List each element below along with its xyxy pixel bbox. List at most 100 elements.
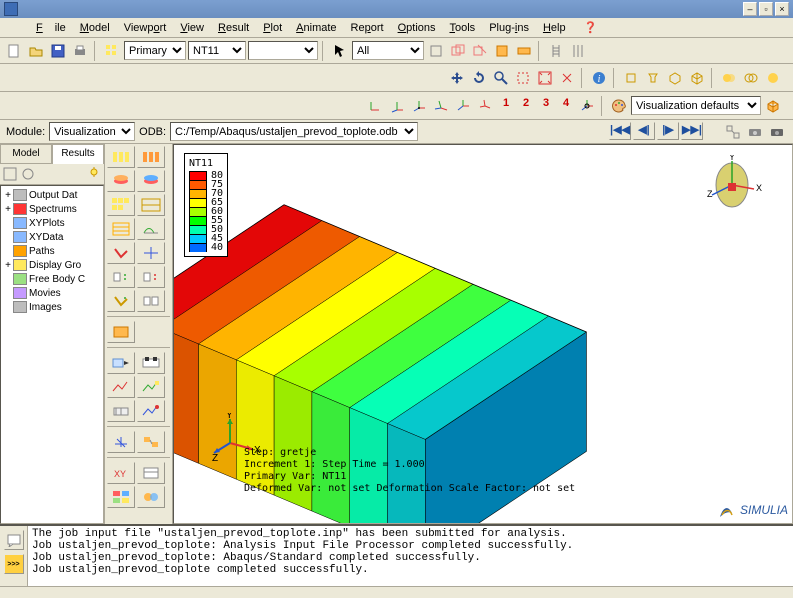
tb-i2[interactable] bbox=[137, 352, 165, 374]
console-text[interactable]: The job input file "ustaljen_prevod_topl… bbox=[28, 526, 793, 586]
menu-file[interactable]: File bbox=[30, 20, 72, 36]
pan-icon[interactable] bbox=[447, 68, 467, 88]
fit-icon[interactable] bbox=[535, 68, 555, 88]
menu-plot[interactable]: Plot bbox=[257, 20, 288, 36]
camera1-icon[interactable] bbox=[745, 122, 765, 142]
tb-k2[interactable] bbox=[137, 400, 165, 422]
view-front-icon[interactable] bbox=[621, 68, 641, 88]
prev-frame-button[interactable]: ◀| bbox=[633, 122, 655, 140]
menu-plugins[interactable]: Plug-ins bbox=[483, 20, 535, 36]
tb-a2[interactable] bbox=[137, 146, 165, 168]
tree-tool3-icon[interactable] bbox=[86, 166, 102, 182]
tb-i1[interactable] bbox=[107, 352, 135, 374]
csys5-icon[interactable] bbox=[453, 96, 473, 116]
menu-help[interactable]: Help bbox=[537, 20, 572, 36]
dg-intersect-icon[interactable] bbox=[492, 41, 512, 61]
new-icon[interactable] bbox=[4, 41, 24, 61]
tree-item[interactable]: Movies bbox=[3, 286, 101, 300]
tb-c1[interactable] bbox=[107, 194, 135, 216]
tab-results[interactable]: Results bbox=[52, 144, 104, 164]
csys3-icon[interactable] bbox=[409, 96, 429, 116]
tree-item[interactable]: XYData bbox=[3, 230, 101, 244]
circle1-icon[interactable] bbox=[719, 68, 739, 88]
tree-item[interactable]: +Spectrums bbox=[3, 202, 101, 216]
tb-f2[interactable] bbox=[137, 266, 165, 288]
results-tree[interactable]: +Output Dat+Spectrums XYPlots XYData Pat… bbox=[0, 185, 104, 524]
open-icon[interactable] bbox=[26, 41, 46, 61]
ladder2-icon[interactable] bbox=[568, 41, 588, 61]
pointer-icon[interactable] bbox=[330, 41, 350, 61]
menu-model[interactable]: Model bbox=[74, 20, 116, 36]
tb-n2[interactable] bbox=[137, 486, 165, 508]
view-1-button[interactable]: 1 bbox=[497, 97, 515, 115]
menu-viewport[interactable]: Viewport bbox=[118, 20, 173, 36]
rotate-icon[interactable] bbox=[469, 68, 489, 88]
restore-button[interactable]: ▫ bbox=[759, 2, 773, 16]
console-cli-icon[interactable]: >>> bbox=[4, 554, 24, 574]
tb-e2[interactable] bbox=[137, 242, 165, 264]
variable-select[interactable]: NT11 bbox=[188, 41, 246, 60]
tree-item[interactable]: +Output Dat bbox=[3, 188, 101, 202]
viz-cube-icon[interactable] bbox=[763, 96, 783, 116]
csys2-icon[interactable] bbox=[387, 96, 407, 116]
odb-select[interactable]: C:/Temp/Abaqus/ustaljen_prevod_toplote.o… bbox=[170, 122, 418, 141]
tb-g2[interactable] bbox=[137, 290, 165, 312]
save-icon[interactable] bbox=[48, 41, 68, 61]
last-frame-button[interactable]: ▶▶| bbox=[681, 122, 703, 140]
view-3-button[interactable]: 3 bbox=[537, 97, 555, 115]
tree-item[interactable]: XYPlots bbox=[3, 216, 101, 230]
first-frame-button[interactable]: |◀◀ bbox=[609, 122, 631, 140]
view-4-button[interactable]: 4 bbox=[557, 97, 575, 115]
tree-item[interactable]: Images bbox=[3, 300, 101, 314]
tb-c2[interactable] bbox=[137, 194, 165, 216]
tree-item[interactable]: +Display Gro bbox=[3, 258, 101, 272]
tree-item[interactable]: Paths bbox=[3, 244, 101, 258]
info-icon[interactable]: i bbox=[589, 68, 609, 88]
sync-icon[interactable] bbox=[723, 122, 743, 142]
ladder1-icon[interactable] bbox=[546, 41, 566, 61]
console-msg-icon[interactable] bbox=[4, 530, 24, 550]
csys-center-icon[interactable] bbox=[577, 96, 597, 116]
view-iso1-icon[interactable] bbox=[665, 68, 685, 88]
tb-e1[interactable] bbox=[107, 242, 135, 264]
zoom-box-icon[interactable] bbox=[513, 68, 533, 88]
tb-l1[interactable] bbox=[107, 431, 135, 453]
tree-tool2-icon[interactable] bbox=[20, 166, 36, 182]
menu-animate[interactable]: Animate bbox=[290, 20, 342, 36]
tb-h1[interactable] bbox=[107, 321, 135, 343]
tb-j1[interactable] bbox=[107, 376, 135, 398]
tb-b2[interactable] bbox=[137, 170, 165, 192]
tb-d1[interactable] bbox=[107, 218, 135, 240]
menu-options[interactable]: Options bbox=[392, 20, 442, 36]
menu-view[interactable]: View bbox=[174, 20, 210, 36]
tree-tool1-icon[interactable] bbox=[2, 166, 18, 182]
grid-icon[interactable] bbox=[102, 41, 122, 61]
csys1-icon[interactable] bbox=[365, 96, 385, 116]
csys4-icon[interactable] bbox=[431, 96, 451, 116]
primary-select[interactable]: Primary bbox=[124, 41, 186, 60]
menu-tools[interactable]: Tools bbox=[444, 20, 482, 36]
circle3-icon[interactable] bbox=[763, 68, 783, 88]
circle2-icon[interactable] bbox=[741, 68, 761, 88]
tb-f1[interactable] bbox=[107, 266, 135, 288]
print-icon[interactable] bbox=[70, 41, 90, 61]
next-frame-button[interactable]: |▶ bbox=[657, 122, 679, 140]
minimize-button[interactable]: – bbox=[743, 2, 757, 16]
tb-b1[interactable] bbox=[107, 170, 135, 192]
component-select[interactable] bbox=[248, 41, 318, 60]
dg-add-icon[interactable] bbox=[448, 41, 468, 61]
display-group-select[interactable]: All bbox=[352, 41, 424, 60]
camera2-icon[interactable] bbox=[767, 122, 787, 142]
viewport[interactable]: NT11 807570656055504540 Y X Z X bbox=[173, 144, 793, 524]
palette-icon[interactable] bbox=[609, 96, 629, 116]
dg-either-icon[interactable] bbox=[514, 41, 534, 61]
tb-k1[interactable] bbox=[107, 400, 135, 422]
context-help-icon[interactable]: ❓ bbox=[578, 19, 604, 36]
cycle-view-icon[interactable] bbox=[557, 68, 577, 88]
tb-j2[interactable] bbox=[137, 376, 165, 398]
tb-n1[interactable] bbox=[107, 486, 135, 508]
view-2-button[interactable]: 2 bbox=[517, 97, 535, 115]
dg-replace-icon[interactable] bbox=[426, 41, 446, 61]
tb-m2[interactable] bbox=[137, 462, 165, 484]
zoom-icon[interactable] bbox=[491, 68, 511, 88]
